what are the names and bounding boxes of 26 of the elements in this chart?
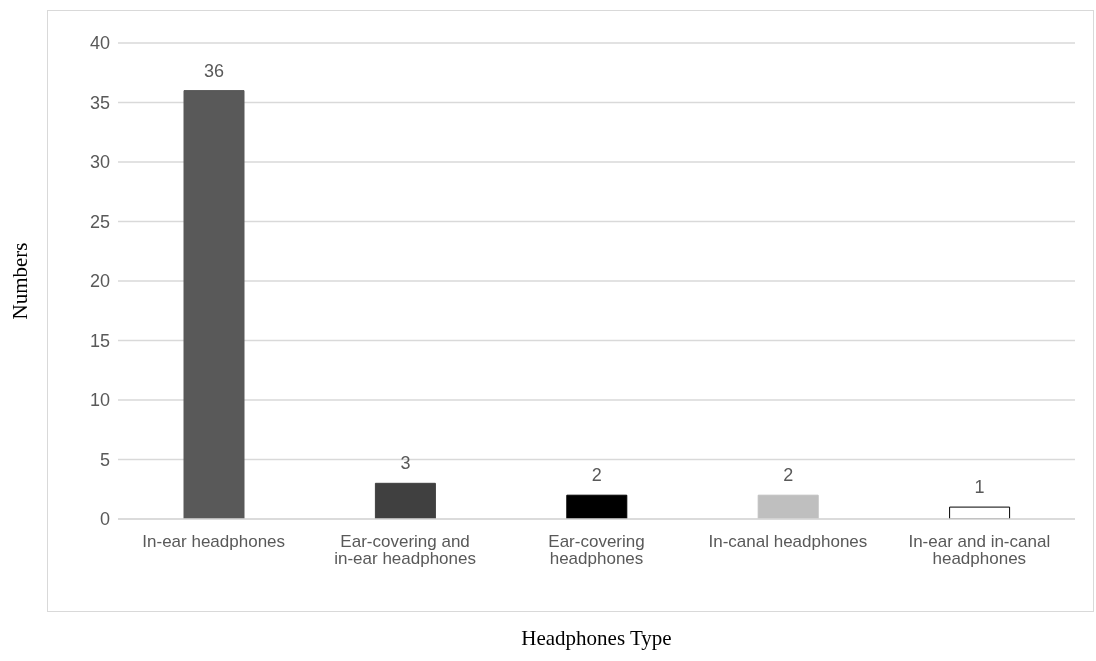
y-tick-label: 30 [89,152,110,173]
data-label: 2 [591,465,602,486]
y-tick-label: 35 [89,92,110,113]
x-tick-label: Ear-covering headphones [548,532,645,569]
y-tick-label: 15 [89,330,110,351]
x-tick-label: In-ear and in-canal headphones [908,532,1051,569]
y-tick-label: 0 [99,509,110,530]
bar [757,494,819,519]
y-tick-label: 25 [89,211,110,232]
y-tick-label: 40 [89,33,110,54]
bar [566,494,628,519]
data-label: 2 [783,465,794,486]
bar [183,90,245,519]
x-tick-label: In-ear headphones [142,532,286,552]
y-tick-label: 5 [99,449,110,470]
y-tick-label: 20 [89,271,110,292]
y-axis-title: Numbers [8,242,33,320]
data-label: 36 [203,60,225,81]
x-tick-label: In-canal headphones [708,532,868,552]
y-tick-label: 10 [89,390,110,411]
data-label: 1 [974,477,985,498]
x-tick-label: Ear-covering and in-ear headphones [334,532,476,569]
bar [374,482,436,519]
data-label: 3 [400,453,411,474]
bar [949,506,1011,519]
x-axis-title: Headphones Type [521,626,672,650]
